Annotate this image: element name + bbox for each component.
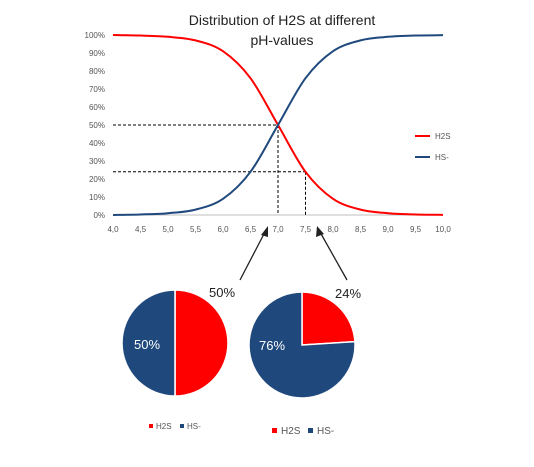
pie-slice-hs: [121, 289, 176, 397]
pie1-legend-swatch-h2s: [149, 424, 153, 428]
pie1-outer-label: 50%: [209, 285, 235, 300]
pie2-legend-h2s: H2S: [281, 426, 301, 437]
line-legend: H2S HS-: [415, 132, 451, 162]
pie2-legend-swatch-hs: [308, 428, 313, 433]
pie1-legend-h2s: H2S: [156, 422, 172, 431]
y-tick-label: 0%: [93, 211, 105, 220]
pie-slice-h2s: [301, 291, 356, 346]
pie-chart-ph7: [121, 289, 229, 397]
pie2-legend: H2S HS-: [272, 426, 334, 437]
y-tick-label: 20%: [89, 175, 105, 184]
y-tick-label: 50%: [89, 121, 105, 130]
pie1-legend: H2S HS-: [149, 422, 201, 431]
series-lines: [112, 34, 444, 216]
chart-title: Distribution of H2S at different: [189, 12, 376, 28]
x-tick-label: 7,0: [272, 225, 284, 234]
x-tick-label: 8,5: [355, 225, 367, 234]
y-tick-label: 60%: [89, 103, 105, 112]
arrow-to-ph7: [239, 231, 266, 281]
chart-subtitle: pH-values: [250, 32, 313, 48]
x-tick-label: 5,0: [162, 225, 174, 234]
x-tick-label: 6,0: [217, 225, 229, 234]
y-tick-label: 70%: [89, 85, 105, 94]
legend-label-h2s: H2S: [435, 132, 451, 141]
y-tick-label: 80%: [89, 67, 105, 76]
y-tick-label: 10%: [89, 193, 105, 202]
x-tick-label: 10,0: [435, 225, 451, 234]
arrow-head-ph7: [261, 226, 268, 237]
x-tick-label: 9,5: [410, 225, 422, 234]
x-tick-label: 4,5: [135, 225, 147, 234]
pie1-legend-hs: HS-: [187, 422, 201, 431]
y-tick-label: 40%: [89, 139, 105, 148]
x-tick-labels: 4,0 4,5 5,0 5,5 6,0 6,5 7,0 7,5 8,0 8,5 9,0 9,5 10,0: [107, 225, 451, 234]
pie-chart-ph75: [248, 291, 356, 399]
reference-guides: [113, 124, 306, 215]
annotation-arrows: [239, 226, 348, 281]
pie-slice-hs: [248, 291, 356, 399]
pie2-outer-label: 24%: [335, 286, 361, 301]
y-tick-label: 30%: [89, 157, 105, 166]
x-tick-label: 5,5: [190, 225, 202, 234]
pie2-inner-label: 76%: [259, 338, 285, 353]
x-tick-label: 4,0: [107, 225, 119, 234]
pie2-legend-swatch-h2s: [272, 428, 277, 433]
x-tick-label: 6,5: [245, 225, 257, 234]
pie1-inner-label: 50%: [134, 337, 160, 352]
pie1-legend-swatch-hs: [180, 424, 184, 428]
arrow-to-ph75: [319, 231, 348, 281]
x-tick-label: 8,0: [327, 225, 339, 234]
y-tick-labels: 0% 10% 20% 30% 40% 50% 60% 70% 80% 90% 100%: [85, 31, 105, 220]
y-tick-label: 100%: [85, 31, 105, 40]
arrow-head-ph75: [316, 226, 324, 237]
legend-label-hs: HS-: [435, 153, 449, 162]
pie2-legend-hs: HS-: [317, 426, 334, 437]
x-tick-label: 9,0: [382, 225, 394, 234]
x-tick-label: 7,5: [300, 225, 312, 234]
pie-slice-h2s: [174, 289, 229, 397]
y-tick-label: 90%: [89, 49, 105, 58]
series-line-hs: [112, 34, 444, 216]
